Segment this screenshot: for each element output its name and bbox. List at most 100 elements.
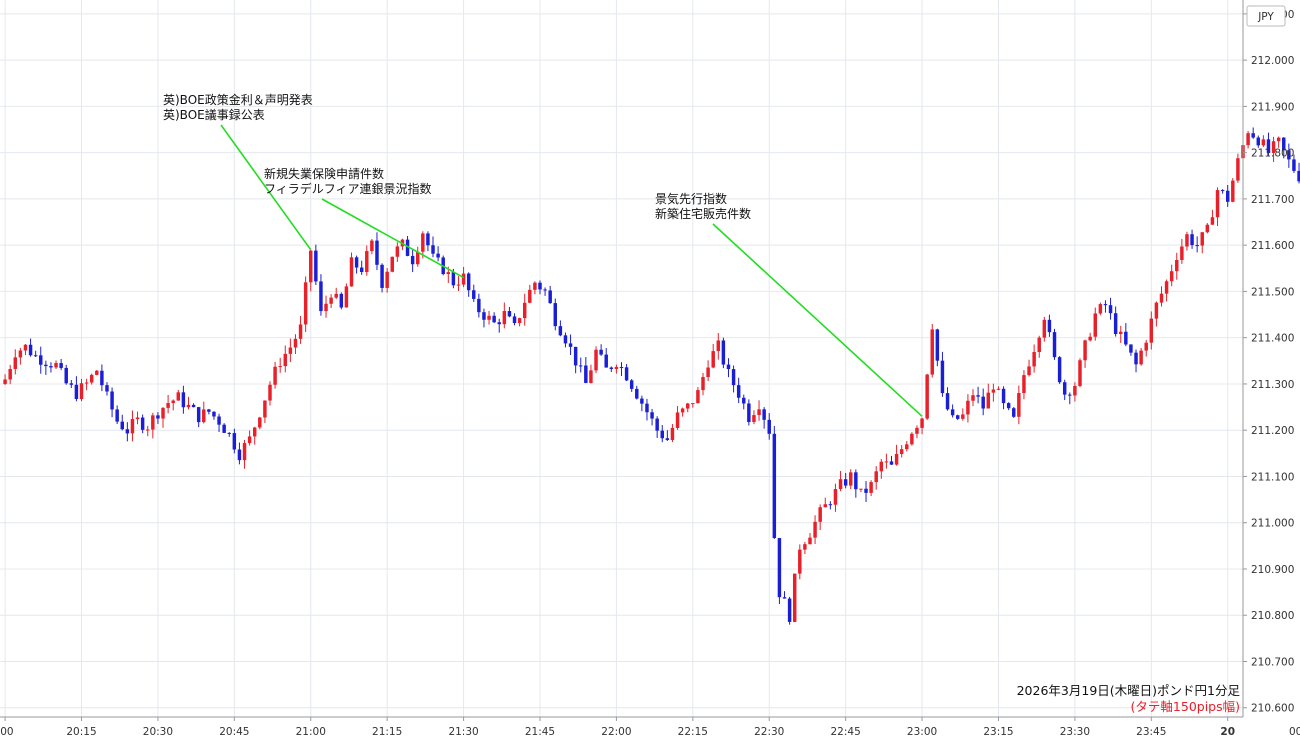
candle-body	[930, 329, 934, 375]
candle-body	[950, 409, 955, 416]
y-axis-ticks: 212.100212.000211.900211.800211.700211.6…	[1243, 9, 1294, 715]
y-tick-label: 210.600	[1251, 703, 1294, 715]
candle-body	[619, 366, 624, 368]
candle-body	[334, 293, 338, 298]
candle-body	[370, 240, 374, 252]
candle-body	[314, 250, 318, 282]
candle-body	[889, 461, 894, 465]
candle-body	[792, 573, 797, 622]
candle-body	[1225, 190, 1230, 202]
candle-body	[721, 340, 726, 365]
candle-body	[915, 427, 919, 434]
candle-body	[110, 391, 114, 410]
candle-body	[1052, 332, 1057, 358]
candle-body	[283, 353, 288, 367]
x-tick-label: 20:30	[143, 726, 173, 738]
candle-body	[1042, 319, 1047, 338]
event-label: 景気先行指数	[655, 191, 727, 206]
candle-body	[354, 257, 359, 268]
y-tick-label: 212.000	[1251, 55, 1294, 67]
candle-body	[1271, 141, 1276, 153]
candle-body	[191, 404, 196, 408]
candle-body	[105, 385, 109, 392]
candle-body	[991, 389, 996, 393]
candle-body	[910, 433, 914, 445]
y-tick-label: 211.300	[1251, 379, 1294, 391]
candle-body	[849, 472, 853, 486]
candle-body	[512, 316, 517, 324]
x-tick-label: 20:45	[219, 726, 249, 738]
candle-body	[854, 472, 858, 490]
event-label: 新規失業保険申請件数	[264, 166, 384, 181]
candle-body	[344, 286, 349, 308]
event-leader-line	[321, 198, 464, 279]
candle-body	[624, 367, 629, 381]
candle-body	[1297, 170, 1300, 182]
candle-body	[579, 365, 583, 367]
candle-body	[421, 233, 425, 252]
candle-body	[838, 479, 843, 490]
candle-body	[135, 417, 140, 420]
x-axis-ticks: :00 20:15 20:30 20:45 21:00 21:15 21:30 21:45 22…	[0, 717, 1300, 738]
candle-body	[823, 504, 828, 508]
candle-body	[446, 272, 451, 275]
candle-body	[390, 256, 394, 272]
candle-body	[410, 255, 415, 265]
candle-body	[777, 538, 782, 598]
candle-body	[757, 409, 761, 416]
x-tick-label: :00	[0, 726, 14, 738]
candle-body	[711, 351, 715, 368]
candle-body	[879, 461, 884, 472]
candle-body	[263, 400, 267, 418]
candle-body	[100, 370, 104, 386]
candle-body	[935, 329, 940, 361]
candle-body	[1093, 313, 1097, 337]
candle-body	[1159, 293, 1164, 303]
candle-body	[589, 370, 593, 383]
candle-body	[125, 429, 130, 434]
candle-body	[736, 385, 741, 398]
x-tick-label: 22:15	[678, 726, 708, 738]
candle-body	[568, 343, 573, 347]
candle-body	[864, 488, 868, 493]
candle-body	[492, 315, 496, 323]
chart-caption-note: (タテ軸150pips幅)	[1131, 699, 1240, 714]
candle-body	[1287, 150, 1291, 160]
candle-body	[303, 282, 308, 325]
candle-body	[798, 549, 802, 574]
x-tick-label: 22:00	[601, 726, 631, 738]
x-tick-label: 21:15	[372, 726, 402, 738]
candle-body	[258, 417, 262, 428]
candle-body	[1083, 340, 1087, 361]
candle-body	[818, 507, 822, 522]
candle-body	[966, 400, 970, 415]
candle-body	[273, 366, 277, 385]
event-markers: 英)BOE政策金利＆声明発表英)BOE議事録公表新規失業保険申請件数フィラデルフ…	[163, 92, 923, 417]
candle-body	[1185, 234, 1189, 247]
candle-body	[614, 366, 619, 369]
candle-body	[365, 251, 369, 273]
candle-body	[186, 404, 191, 408]
candle-body	[803, 544, 807, 550]
candle-body	[176, 392, 181, 401]
candle-body	[278, 366, 282, 368]
candle-body	[349, 257, 354, 287]
candle-body	[156, 415, 160, 419]
candle-body	[696, 390, 700, 404]
candle-body	[33, 355, 38, 357]
candle-body	[115, 409, 119, 422]
currency-badge[interactable]	[1246, 5, 1286, 27]
y-tick-label: 210.700	[1251, 656, 1294, 668]
candle-body	[767, 419, 771, 434]
y-tick-label: 211.900	[1251, 101, 1294, 113]
candle-body	[869, 482, 873, 493]
candle-body	[874, 471, 878, 483]
candle-body	[242, 443, 247, 461]
candle-body	[1057, 357, 1062, 383]
candle-body	[645, 403, 649, 413]
candle-body	[487, 315, 491, 320]
candle-body	[1236, 158, 1240, 181]
candle-body	[451, 272, 456, 286]
candle-body	[39, 355, 43, 365]
candle-body	[609, 367, 614, 369]
